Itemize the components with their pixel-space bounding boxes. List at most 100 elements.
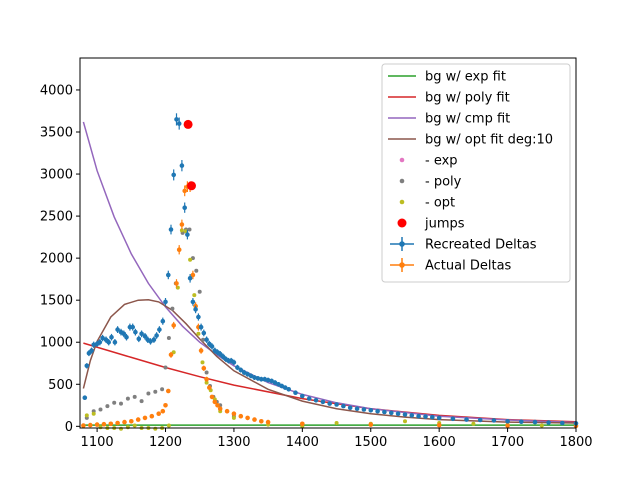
actual-delta-point (101, 421, 107, 427)
x-tick-label: 1300 (217, 435, 250, 450)
recreated-delta-point (238, 367, 244, 373)
actual-delta-point (88, 422, 93, 428)
curve-bg-w-opt-fit-deg-10 (82, 299, 577, 424)
actual-delta-point (171, 323, 176, 328)
opt-point (91, 411, 96, 416)
poly-point (146, 391, 151, 396)
data-points (81, 113, 579, 431)
actual-delta-point (300, 421, 305, 427)
recreated-delta-point (185, 232, 190, 237)
actual-delta-point (179, 222, 185, 227)
actual-delta-point (176, 247, 182, 252)
legend-item-recreated-deltas: Recreated Deltas (390, 237, 537, 253)
recreated-delta-point (139, 331, 144, 337)
legend-dot-swatch (399, 199, 405, 205)
recreated-delta-point (334, 402, 339, 407)
actual-delta-point (198, 348, 204, 353)
x-tick-label: 1500 (354, 435, 387, 450)
opt-point (334, 421, 339, 425)
recreated-delta-point (166, 272, 171, 278)
actual-delta-point (81, 423, 86, 428)
recreated-delta-point (327, 401, 333, 406)
actual-delta-point (129, 419, 134, 424)
recreated-delta-point (382, 409, 387, 415)
recreated-delta-point (505, 419, 510, 424)
recreated-delta-point (519, 419, 524, 425)
actual-delta-point (259, 419, 264, 424)
recreated-delta-point (450, 416, 456, 422)
opt-point (403, 419, 407, 424)
actual-delta-point (224, 408, 230, 414)
legend-label: Recreated Deltas (425, 238, 537, 253)
opt-point (98, 425, 103, 430)
recreated-delta-point (231, 360, 237, 365)
recreated-delta-point (560, 420, 565, 426)
recreated-delta-point (201, 330, 207, 336)
y-tick-label: 0 (65, 420, 73, 435)
opt-point (84, 413, 89, 418)
legend-item-bg-w-opt-fit-deg-10: bg w/ opt fit deg:10 (388, 133, 553, 148)
opt-point (125, 425, 130, 430)
legend-label: bg w/ exp fit (425, 70, 506, 85)
y-tick-label: 3500 (40, 126, 73, 141)
recreated-delta-point (402, 412, 408, 417)
opt-point (192, 293, 197, 298)
recreated-delta-point (306, 396, 312, 401)
recreated-delta-point (368, 408, 374, 413)
recreated-delta-point (286, 387, 292, 392)
recreated-delta-point (282, 385, 288, 390)
legend-dot-swatch (399, 241, 405, 247)
recreated-delta-point (115, 327, 120, 332)
y-tick-label: 4000 (40, 83, 73, 98)
poly-point (132, 394, 137, 399)
recreated-delta-point (546, 420, 551, 425)
recreated-delta-point (204, 337, 209, 343)
recreated-delta-point (477, 417, 483, 423)
y-tick-label: 2500 (40, 210, 73, 225)
x-tick-label: 1600 (423, 435, 456, 450)
recreated-delta-point (136, 336, 142, 342)
recreated-delta-point (248, 373, 254, 379)
x-tick-label: 1200 (149, 435, 182, 450)
recreated-delta-point (347, 405, 353, 411)
poly-point (119, 401, 123, 406)
legend-label: Actual Deltas (425, 259, 512, 274)
recreated-delta-point (389, 410, 394, 416)
recreated-delta-point (163, 299, 168, 305)
recreated-delta-point (100, 335, 105, 341)
legend-dot-swatch (399, 262, 405, 268)
opt-point (132, 423, 137, 428)
actual-delta-point (156, 411, 161, 417)
opt-point (196, 331, 201, 336)
poly-point (160, 387, 165, 392)
recreated-delta-point (89, 348, 94, 353)
recreated-delta-point (423, 414, 428, 419)
x-tick-label: 1700 (491, 435, 524, 450)
recreated-delta-point (300, 393, 305, 399)
recreated-delta-point (157, 327, 162, 332)
recreated-delta-point (269, 378, 274, 384)
actual-delta-point (505, 423, 510, 428)
legend-item-bg-w-exp-fit: bg w/ exp fit (388, 70, 506, 85)
recreated-delta-point (235, 365, 240, 370)
jump-point (183, 119, 193, 129)
recreated-delta-point (276, 382, 281, 387)
recreated-delta-point (179, 163, 185, 168)
recreated-delta-point (416, 413, 421, 419)
x-tick-label: 1100 (81, 435, 114, 450)
actual-delta-point (265, 419, 271, 425)
actual-delta-point (204, 376, 209, 382)
recreated-delta-point (190, 299, 196, 305)
recreated-delta-point (241, 370, 247, 375)
opt-point (471, 421, 476, 426)
recreated-delta-point (168, 227, 174, 232)
recreated-delta-point (245, 371, 250, 377)
actual-delta-point (209, 394, 215, 400)
y-axis: 0 500 1000 1500 2000 2500 3000 3500 4000 (40, 83, 80, 435)
recreated-delta-point (430, 414, 435, 420)
recreated-delta-point (176, 121, 182, 126)
recreated-delta-point (198, 324, 204, 330)
recreated-delta-point (464, 417, 469, 422)
recreated-delta-point (532, 419, 538, 425)
legend-label: - poly (425, 175, 462, 190)
